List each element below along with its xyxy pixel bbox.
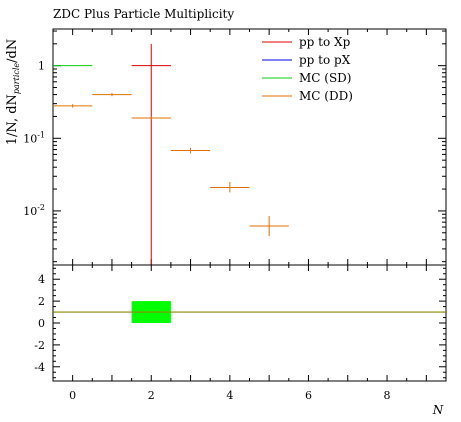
x-tick-label: 0 [69, 389, 76, 402]
data-point [249, 216, 289, 237]
x-tick-label: 6 [305, 389, 312, 402]
y-tick-label-base: 10 [23, 132, 37, 145]
y-tick-label-base: 10 [23, 205, 37, 218]
y-axis-label: 1/N, dNparticle/dN [5, 39, 21, 146]
y-tick-label-ratio: 0 [38, 317, 45, 330]
data-point [92, 93, 132, 97]
x-tick-label: 8 [384, 389, 391, 402]
data-point [131, 43, 171, 265]
y-tick-label-main: 10-2 [23, 203, 45, 218]
y-axis-label-subscript: particle [12, 63, 21, 95]
ratio-plot-frame [52, 264, 447, 382]
x-axis-label: N [432, 403, 444, 417]
x-tick-label: 4 [226, 389, 233, 402]
y-tick-label-ratio: 2 [38, 295, 45, 308]
legend-label: MC (DD) [299, 89, 353, 103]
main-panel: 110-110-2 [23, 28, 447, 266]
y-tick-label-ratio: -2 [34, 339, 45, 352]
legend-label: MC (SD) [299, 71, 352, 85]
legend-label: pp to pX [299, 53, 351, 67]
data-point [210, 182, 250, 193]
ratio-panel: 0 2 4 6 8 4 2 0 -2 -4 [34, 264, 447, 402]
main-plot-frame [52, 28, 447, 266]
y-tick-label-ratio: -4 [34, 361, 45, 374]
y-axis-label-tail: /dN [5, 39, 20, 63]
legend: pp to Xp pp to pX MC (SD) MC (DD) [262, 35, 353, 103]
y-tick-label-main: 10-1 [23, 130, 45, 145]
data-point [131, 116, 171, 120]
data-point [170, 147, 211, 154]
legend-label: pp to Xp [299, 35, 351, 49]
y-tick-label-main: 1 [38, 60, 45, 73]
y-tick-label-exponent: -2 [37, 203, 45, 212]
y-axis-label-main-part: 1/N, dN [5, 94, 20, 145]
data-point [53, 104, 93, 108]
y-tick-label-exponent: -1 [37, 130, 45, 139]
data-point [53, 65, 93, 67]
chart-title: ZDC Plus Particle Multiplicity [53, 7, 234, 21]
x-tick-label: 2 [148, 389, 155, 402]
y-tick-label-ratio: 4 [38, 273, 45, 286]
